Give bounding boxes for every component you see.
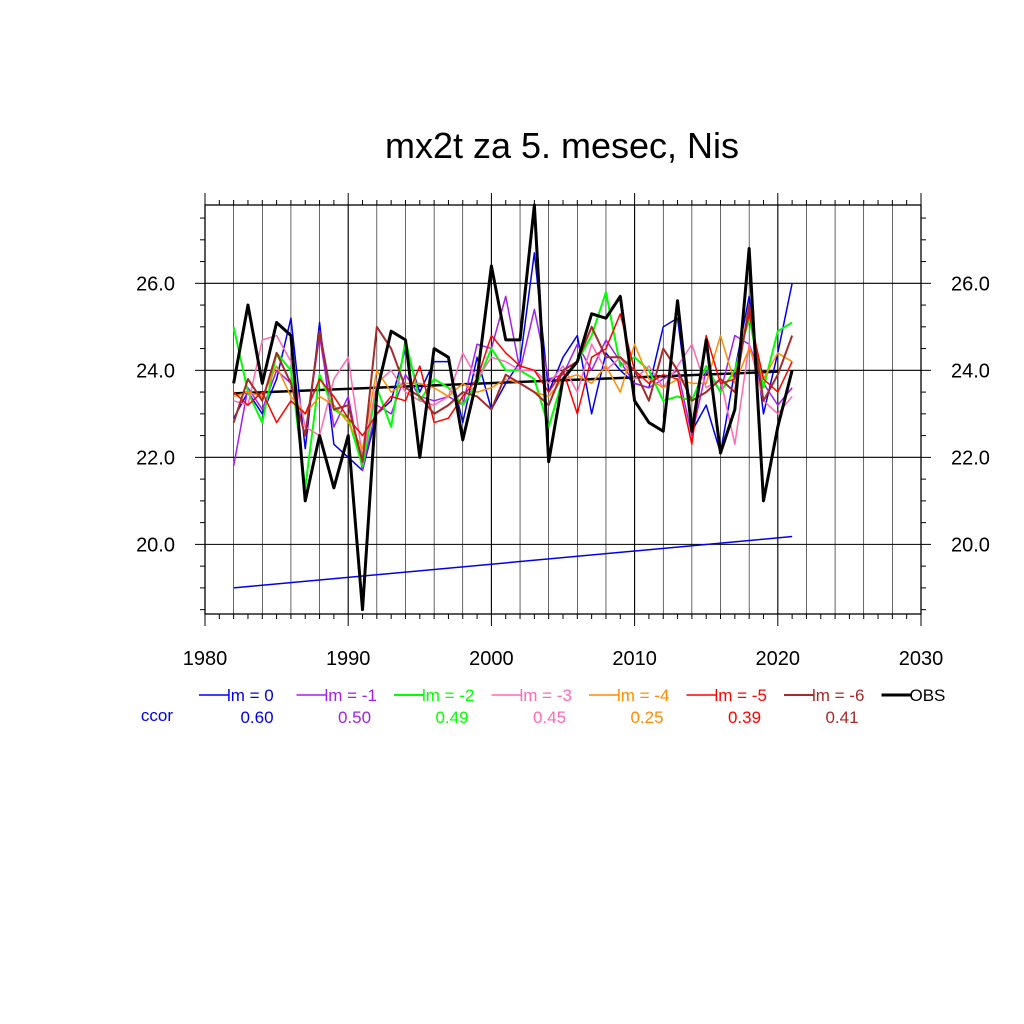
series-line-lm1 [232, 295, 793, 472]
y-tick-label-right: 24.0 [951, 360, 990, 382]
x-tick-label: 2020 [756, 648, 801, 670]
trend-line [233, 535, 793, 589]
ccor-label: ccor [141, 706, 173, 725]
legend-label-lm4: lm = -4 [617, 686, 669, 705]
y-tick-label-right: 20.0 [951, 534, 990, 556]
ccor-value-lm2: 0.49 [435, 708, 468, 727]
legend: lm = 0 0.60 lm = -1 0.50 lm = -2 0.49 lm = -3 0… [141, 686, 946, 727]
x-tick-label: 1980 [183, 648, 228, 670]
ccor-value-lm6: 0.41 [825, 708, 858, 727]
legend-label-lm5: lm = -5 [715, 686, 767, 705]
legend-label-lm3: lm = -3 [520, 686, 572, 705]
y-tick-label-left: 26.0 [136, 273, 175, 295]
legend-label-lm1: lm = -1 [325, 686, 377, 705]
ccor-value-lm1: 0.50 [338, 708, 371, 727]
axes: 20.0 20.0 22.0 22.0 24.0 24.0 26.0 26.0 1980 1990… [136, 193, 990, 670]
series-line-lm3 [233, 334, 793, 459]
x-tick-label: 1990 [326, 648, 371, 670]
legend-label-lm6: lm = -6 [812, 686, 864, 705]
legend-label-obs: OBS [910, 686, 946, 705]
y-tick-label-left: 24.0 [136, 360, 175, 382]
ccor-value-lm5: 0.39 [728, 708, 761, 727]
ccor-value-lm0: 0.60 [240, 708, 273, 727]
y-tick-label-right: 26.0 [951, 273, 990, 295]
x-tick-label: 2000 [469, 648, 514, 670]
legend-label-lm2: lm = -2 [422, 686, 474, 705]
series-line-lm6 [232, 304, 794, 463]
legend-label-lm0: lm = 0 [227, 686, 274, 705]
series-line-obs [232, 203, 794, 612]
y-tick-label-left: 22.0 [136, 447, 175, 469]
plot-area [232, 203, 794, 612]
x-tick-label: 2010 [612, 648, 657, 670]
ccor-value-lm3: 0.45 [533, 708, 566, 727]
ccor-value-lm4: 0.25 [630, 708, 663, 727]
x-tick-label: 2030 [899, 648, 944, 670]
y-tick-label-left: 20.0 [136, 534, 175, 556]
y-tick-label-right: 22.0 [951, 447, 990, 469]
chart-title: mx2t za 5. mesec, Nis [385, 125, 739, 166]
